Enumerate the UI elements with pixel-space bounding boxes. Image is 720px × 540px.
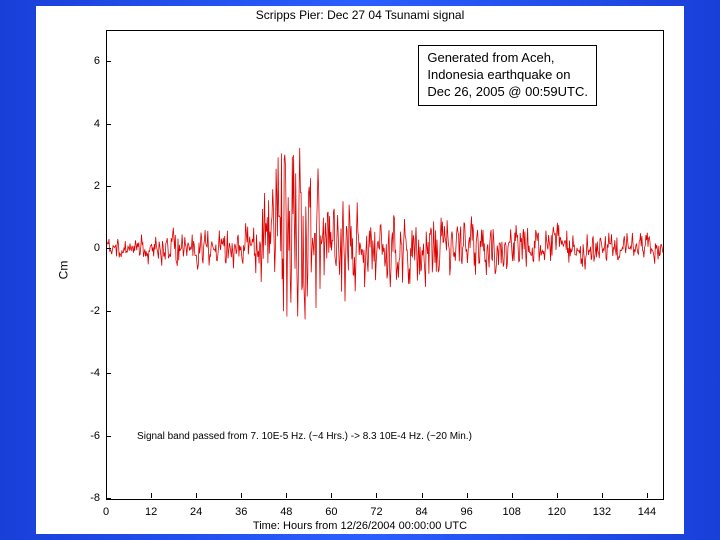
x-tick-label: 0 (103, 506, 109, 518)
y-tick-label: -8 (36, 492, 100, 504)
x-tick-label: 120 (548, 506, 566, 518)
x-tick-label: 36 (235, 506, 247, 518)
y-tick-label: 4 (36, 118, 100, 130)
y-tick-label: -6 (36, 430, 100, 442)
x-tick-label: 96 (461, 506, 473, 518)
x-tick-mark (241, 493, 242, 498)
x-axis-label: Time: Hours from 12/26/2004 00:00:00 UTC (36, 520, 684, 532)
chart-panel: Scripps Pier: Dec 27 04 Tsunami signal C… (36, 6, 684, 534)
annotation-line: Generated from Aceh, (427, 50, 588, 67)
chart-title: Scripps Pier: Dec 27 04 Tsunami signal (36, 8, 684, 22)
x-tick-label: 60 (325, 506, 337, 518)
y-tick-label: -2 (36, 305, 100, 317)
x-tick-mark (557, 493, 558, 498)
y-tick-mark (106, 311, 111, 312)
x-tick-label: 108 (503, 506, 521, 518)
x-tick-mark (196, 493, 197, 498)
x-tick-label: 12 (145, 506, 157, 518)
annotation-box: Generated from Aceh,Indonesia earthquake… (418, 45, 597, 106)
bandpass-note: Signal band passed from 7. 10E-5 Hz. (~4… (137, 431, 472, 442)
x-tick-label: 24 (190, 506, 202, 518)
y-tick-label: 0 (36, 242, 100, 254)
x-tick-mark (331, 493, 332, 498)
y-tick-mark (106, 373, 111, 374)
y-tick-mark (106, 436, 111, 437)
y-tick-mark (106, 124, 111, 125)
x-tick-label: 84 (415, 506, 427, 518)
y-tick-label: 2 (36, 180, 100, 192)
y-axis-label: Cm (56, 261, 70, 280)
x-tick-label: 48 (280, 506, 292, 518)
x-tick-mark (376, 493, 377, 498)
annotation-line: Indonesia earthquake on (427, 67, 588, 84)
plot-area: Generated from Aceh,Indonesia earthquake… (106, 30, 664, 500)
y-tick-label: -4 (36, 367, 100, 379)
annotation-line: Dec 26, 2005 @ 00:59UTC. (427, 84, 588, 101)
y-tick-mark (106, 61, 111, 62)
y-tick-mark (106, 498, 111, 499)
x-tick-mark (467, 493, 468, 498)
x-tick-mark (647, 493, 648, 498)
x-tick-mark (106, 493, 107, 498)
x-tick-mark (286, 493, 287, 498)
y-tick-label: 6 (36, 55, 100, 67)
y-tick-mark (106, 186, 111, 187)
x-tick-label: 144 (638, 506, 656, 518)
y-tick-mark (106, 248, 111, 249)
x-tick-mark (512, 493, 513, 498)
x-tick-mark (151, 493, 152, 498)
x-tick-label: 132 (593, 506, 611, 518)
x-tick-label: 72 (370, 506, 382, 518)
slide-frame: Scripps Pier: Dec 27 04 Tsunami signal C… (0, 0, 720, 540)
x-tick-mark (422, 493, 423, 498)
x-tick-mark (602, 493, 603, 498)
